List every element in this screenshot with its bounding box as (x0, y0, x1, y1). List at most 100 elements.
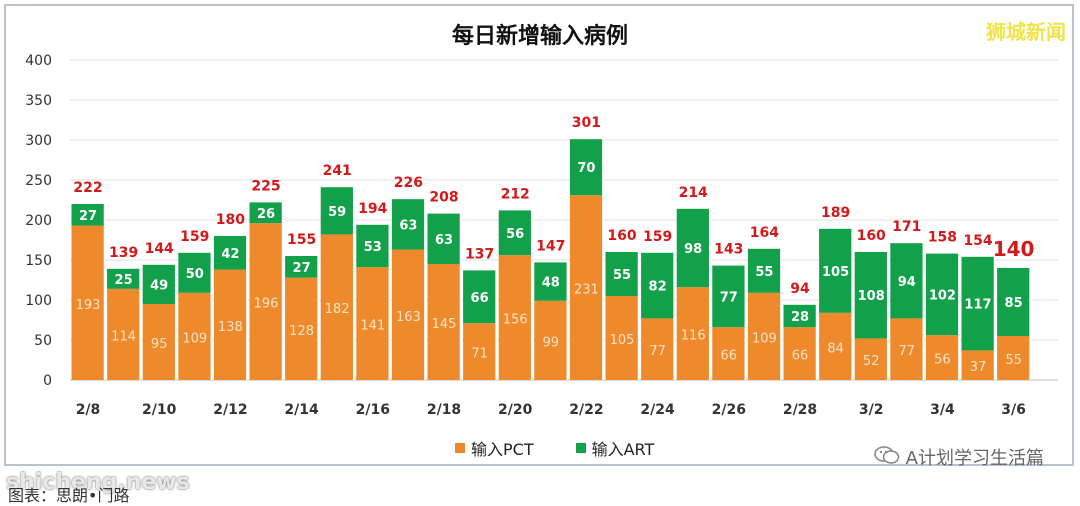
bar-art (641, 252, 675, 319)
data-label-art: 63 (435, 233, 453, 248)
bar-pct (569, 195, 603, 380)
bar-art (213, 236, 247, 270)
data-label-pct: 105 (610, 333, 635, 348)
chart-caption: 图表：思朗•门路 (8, 486, 130, 505)
bar-art (676, 208, 710, 288)
data-label-total: 164 (750, 225, 779, 241)
data-label-total: 143 (714, 242, 743, 258)
data-label-pct: 116 (681, 329, 706, 344)
wechat-account-name: A计划学习生活篇 (905, 448, 1044, 469)
bar-art (747, 248, 781, 293)
y-tick-label: 150 (25, 253, 52, 269)
data-label-total: 144 (145, 241, 174, 257)
data-label-pct: 182 (325, 302, 350, 317)
bar-pct (712, 327, 746, 380)
data-label-art: 82 (649, 280, 667, 295)
y-tick-label: 200 (25, 213, 52, 229)
bar-art (961, 256, 995, 351)
bar-art (890, 243, 924, 319)
data-label-art: 27 (293, 261, 311, 276)
bar-art (605, 252, 639, 296)
bar-pct (534, 300, 568, 380)
bar-art (178, 252, 212, 293)
bar-art (249, 202, 283, 224)
data-label-pct: 99 (543, 335, 560, 350)
bar-art (285, 256, 319, 278)
y-tick-label: 0 (43, 373, 52, 389)
data-label-total: 160 (857, 228, 886, 244)
data-label-total: 155 (287, 232, 316, 248)
bar-pct (747, 292, 781, 380)
bar-pct (427, 264, 461, 380)
x-tick-label: 2/18 (427, 402, 461, 418)
data-label-pct: 55 (1005, 353, 1022, 368)
data-label-pct: 37 (970, 360, 987, 375)
x-tick-label: 2/24 (640, 402, 675, 418)
data-label-total: 159 (180, 229, 209, 245)
bar-pct (605, 296, 639, 380)
bar-pct (213, 269, 247, 380)
chart-frame (4, 4, 1074, 466)
data-label-art: 63 (399, 218, 417, 233)
bar-pct (783, 327, 817, 380)
x-tick-label: 3/6 (1001, 402, 1026, 418)
data-label-art: 77 (720, 290, 738, 305)
data-label-art: 108 (858, 289, 885, 304)
data-label-pct: 156 (503, 313, 528, 328)
data-label-pct: 141 (360, 319, 385, 334)
data-label-total: 226 (394, 175, 423, 191)
data-label-pct: 196 (254, 297, 279, 312)
x-tick-label: 2/10 (142, 402, 177, 418)
data-label-pct: 163 (396, 310, 421, 325)
data-label-total: 194 (358, 201, 387, 217)
bar-art (569, 139, 603, 196)
data-label-total: 154 (963, 233, 992, 249)
data-label-total: 137 (465, 246, 494, 262)
data-label-total: 147 (536, 238, 565, 254)
data-label-total: 171 (892, 219, 921, 235)
data-label-total: 158 (928, 230, 957, 246)
bar-art (427, 213, 461, 264)
data-label-pct: 77 (649, 344, 666, 359)
bar-pct (641, 318, 675, 380)
legend-label-art: 输入ART (591, 440, 655, 459)
data-label-art: 42 (221, 247, 239, 262)
y-tick-label: 300 (25, 133, 52, 149)
data-label-pct: 109 (752, 331, 777, 346)
data-label-total: 139 (109, 245, 138, 261)
bar-pct (463, 323, 497, 380)
bar-pct (249, 223, 283, 380)
data-label-art: 98 (684, 242, 702, 257)
data-label-total: 214 (679, 185, 708, 201)
data-label-pct: 193 (76, 298, 101, 313)
data-label-art: 26 (257, 207, 275, 222)
data-label-art: 59 (328, 205, 346, 220)
data-label-art: 117 (964, 298, 991, 313)
bar-pct (285, 277, 319, 380)
legend-item-art: 输入ART (575, 436, 655, 460)
data-label-art: 50 (186, 267, 204, 282)
y-tick-label: 350 (25, 93, 52, 109)
data-label-pct: 231 (574, 283, 599, 298)
bar-pct (925, 335, 959, 380)
data-label-pct: 114 (111, 329, 136, 344)
data-label-pct: 128 (289, 324, 314, 339)
bar-pct (854, 338, 888, 380)
x-tick-label: 2/26 (712, 402, 746, 418)
x-tick-label: 2/20 (498, 402, 533, 418)
data-label-art: 55 (755, 265, 773, 280)
data-label-art: 27 (79, 209, 97, 224)
data-label-pct: 138 (218, 320, 243, 335)
data-label-total: 225 (251, 178, 280, 194)
bar-pct (356, 267, 390, 380)
bar-pct (819, 312, 853, 380)
bar-pct (107, 288, 141, 380)
bar-pct (961, 350, 995, 380)
data-label-total: 189 (821, 205, 850, 221)
data-label-art: 70 (577, 161, 595, 176)
bar-art (463, 270, 497, 324)
bar-art (819, 228, 853, 313)
data-label-art: 102 (929, 288, 956, 303)
data-label-pct: 66 (721, 349, 738, 364)
data-label-art: 28 (791, 310, 809, 325)
